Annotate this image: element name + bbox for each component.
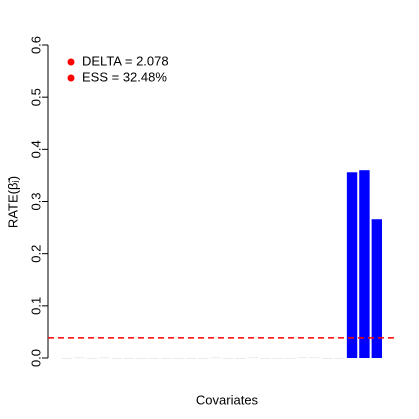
bar: [223, 358, 234, 359]
y-tick-label: 0.0: [28, 349, 43, 367]
legend-label: DELTA = 2.078: [82, 53, 169, 68]
bar: [346, 172, 358, 358]
bar: [322, 358, 333, 359]
bar: [309, 357, 321, 359]
y-tick-label: 0.5: [28, 88, 43, 106]
bar: [284, 358, 296, 359]
legend-marker: [67, 74, 75, 82]
y-tick-label: 0.4: [28, 140, 43, 158]
bar: [272, 358, 283, 359]
legend-label: ESS = 32.48%: [82, 69, 167, 84]
bar: [371, 219, 383, 358]
bar: [173, 358, 184, 359]
bar: [334, 358, 345, 359]
bar: [247, 357, 259, 359]
bar: [136, 358, 147, 359]
y-tick-label: 0.2: [28, 245, 43, 263]
bar: [260, 358, 271, 359]
bar: [210, 357, 222, 359]
bar: [148, 358, 160, 359]
bar: [359, 170, 370, 358]
bar: [123, 358, 135, 359]
y-tick-label: 0.1: [28, 297, 43, 315]
bar: [235, 358, 246, 359]
bar: [111, 358, 122, 359]
bar: [297, 357, 308, 359]
bar: [185, 358, 197, 359]
bar: [198, 358, 209, 359]
bar: [62, 358, 73, 359]
y-tick-label: 0.6: [28, 36, 43, 54]
y-axis-label: RATE(β̃ⱼ): [5, 176, 20, 228]
bar: [74, 357, 85, 359]
legend-marker: [67, 58, 75, 66]
bar: [161, 358, 172, 359]
x-axis-label: Covariates: [196, 392, 259, 407]
bar: [86, 358, 98, 359]
bar: [99, 357, 110, 359]
y-tick-label: 0.3: [28, 192, 43, 210]
